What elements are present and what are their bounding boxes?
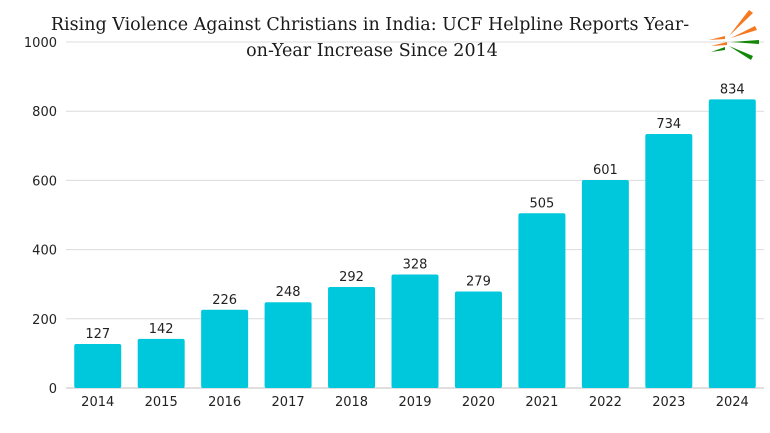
- y-tick-label: 400: [32, 244, 57, 259]
- x-tick-label: 2015: [145, 395, 178, 410]
- x-tick-label: 2023: [652, 395, 685, 410]
- y-axis-ticks: 0 200 400 600 800 1000: [24, 36, 57, 397]
- bar-value-label: 834: [720, 82, 745, 97]
- x-tick-label: 2017: [272, 395, 305, 410]
- x-tick-label: 2020: [462, 395, 495, 410]
- x-tick-label: 2014: [81, 395, 114, 410]
- bar: [328, 286, 376, 388]
- bar: [518, 213, 566, 388]
- bar-value-label: 142: [149, 322, 174, 337]
- bar: [74, 344, 122, 388]
- bar: [708, 99, 756, 388]
- bar: [201, 309, 249, 388]
- y-tick-label: 600: [32, 174, 57, 189]
- bar-value-labels: 127 142 226 248 292 328 279 505 601 734 834: [85, 82, 744, 342]
- bars: [74, 99, 756, 388]
- x-tick-label: 2024: [716, 395, 749, 410]
- x-tick-label: 2018: [335, 395, 368, 410]
- x-tick-label: 2022: [589, 395, 622, 410]
- tricolor-rays-logo-icon: [709, 10, 759, 60]
- bar-value-label: 279: [466, 274, 491, 289]
- bar: [137, 338, 185, 388]
- bar-value-label: 292: [339, 270, 364, 285]
- bar-value-label: 734: [656, 117, 681, 132]
- logo-ray: [711, 42, 727, 46]
- y-tick-label: 200: [32, 313, 57, 328]
- logo-ray: [711, 47, 725, 52]
- bar-value-label: 505: [529, 196, 554, 211]
- chart-title-line-2: on-Year Increase Since 2014: [246, 41, 498, 61]
- x-tick-label: 2016: [208, 395, 241, 410]
- y-tick-label: 0: [49, 382, 57, 397]
- bar: [264, 302, 312, 388]
- bar-value-label: 127: [85, 327, 110, 342]
- bar-value-label: 226: [212, 293, 237, 308]
- bar: [645, 134, 693, 388]
- bar: [581, 180, 629, 388]
- y-tick-label: 800: [32, 105, 57, 120]
- x-tick-label: 2021: [525, 395, 558, 410]
- logo-ray: [729, 10, 753, 36]
- logo-ray: [709, 36, 725, 40]
- bar: [454, 291, 502, 388]
- bar-value-label: 601: [593, 163, 618, 178]
- y-tick-label: 1000: [24, 36, 57, 51]
- logo-ray: [729, 46, 753, 60]
- x-axis-ticks: 2014 2015 2016 2017 2018 2019 2020 2021 2022 2023…: [81, 395, 749, 410]
- chart-title: Rising Violence Against Christians in In…: [51, 15, 689, 61]
- logo-ray: [731, 40, 759, 44]
- bar-value-label: 328: [403, 258, 428, 273]
- bar-value-label: 248: [276, 285, 301, 300]
- bar: [391, 274, 439, 388]
- logo-ray: [731, 26, 757, 38]
- x-tick-label: 2019: [398, 395, 431, 410]
- chart-title-line-1: Rising Violence Against Christians in In…: [51, 15, 689, 35]
